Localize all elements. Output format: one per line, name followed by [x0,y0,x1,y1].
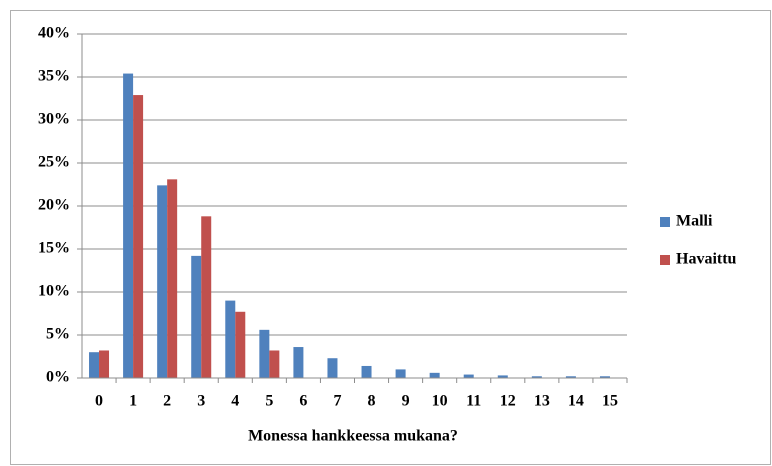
bar [201,216,212,378]
bar [599,376,610,378]
y-tick-label: 5% [46,326,70,343]
bar [269,350,280,378]
bar [157,185,168,378]
x-tick-label: 4 [231,393,239,410]
x-tick-label: 6 [299,393,307,410]
x-tick-label: 13 [534,393,550,410]
x-tick-label: 0 [95,393,103,410]
x-tick-label: 8 [368,393,376,410]
bar [89,352,100,378]
x-tick-label: 7 [333,393,341,410]
x-tick-label: 14 [568,393,584,410]
bar [259,329,270,378]
y-tick-label: 30% [38,111,70,128]
y-tick-label: 40% [38,25,70,42]
bar [99,350,110,378]
bar [565,376,576,378]
bar [531,376,542,378]
bar [497,375,508,378]
bar [167,179,178,378]
bar [361,365,372,378]
x-tick-label: 15 [602,393,618,410]
legend-swatch [660,217,670,227]
y-tick-label: 25% [38,154,70,171]
x-tick-label: 5 [265,393,273,410]
bar [225,300,236,378]
bar [395,369,406,378]
x-tick-label: 10 [432,393,448,410]
y-tick-label: 35% [38,68,70,85]
x-tick-label: 3 [197,393,205,410]
y-tick-label: 0% [46,369,70,386]
bar [327,358,338,378]
x-tick-label: 12 [500,393,516,410]
x-tick-label: 2 [163,393,171,410]
legend-swatch [660,255,670,265]
y-tick-label: 15% [38,240,70,257]
x-tick-label: 9 [402,393,410,410]
bar [235,311,246,378]
y-tick-label: 20% [38,197,70,214]
legend-label: Havaittu [676,251,737,268]
bar [123,73,134,378]
bar [429,372,440,378]
bar [293,347,304,378]
legend-label: Malli [676,213,713,230]
bar [133,95,144,378]
y-tick-label: 10% [38,283,70,300]
x-tick-label: 1 [129,393,137,410]
bar [191,255,202,378]
x-tick-label: 11 [466,393,481,410]
x-axis-title: Monessa hankkeessa mukana? [248,428,458,445]
bar [463,374,474,378]
